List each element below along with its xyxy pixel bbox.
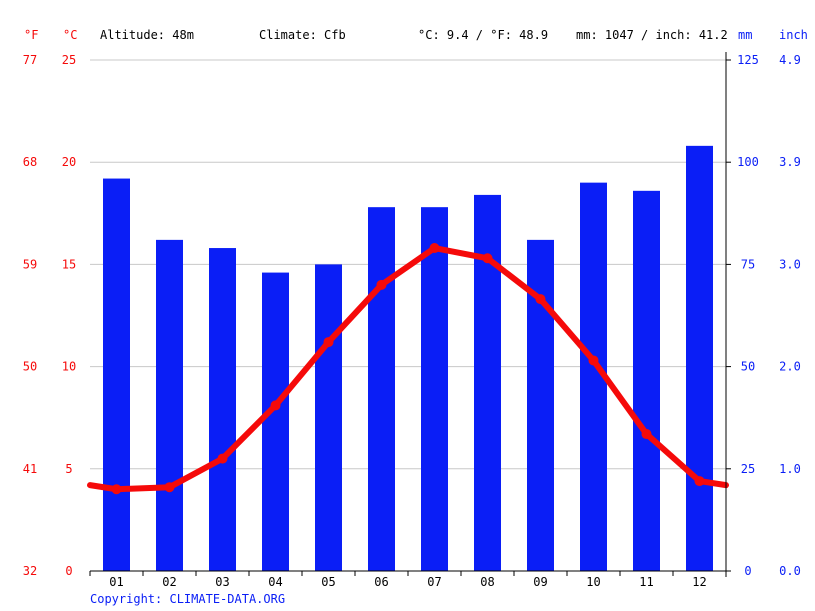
celsius-tick-label: 25 xyxy=(62,53,76,67)
inch-tick-label: 4.9 xyxy=(779,53,801,67)
precipitation-bar xyxy=(633,190,660,572)
fahrenheit-tick-label: 50 xyxy=(23,360,37,374)
x-tick-label: 07 xyxy=(427,575,441,589)
average-temperature-label: °C: 9.4 / °F: 48.9 xyxy=(418,28,549,42)
temperature-series-line xyxy=(87,245,729,493)
mm-tick-label: 125 xyxy=(737,53,759,67)
precipitation-bar xyxy=(209,248,236,571)
mm-tick-label: 100 xyxy=(737,155,759,169)
tick-labels: 01 02 03 04 05 06 07 08 09 10 11 123241505968770510… xyxy=(23,53,801,589)
climate-label: Climate: Cfb xyxy=(259,28,346,42)
x-tick-label: 04 xyxy=(268,575,282,589)
unit-celsius-label: °C xyxy=(63,28,78,42)
unit-mm-label: mm xyxy=(738,28,753,42)
x-tick-label: 08 xyxy=(480,575,494,589)
temperature-line xyxy=(87,243,729,495)
x-tick-label: 12 xyxy=(692,575,706,589)
celsius-tick-label: 0 xyxy=(65,564,72,578)
temperature-point xyxy=(641,429,652,440)
temperature-point xyxy=(323,337,334,348)
inch-tick-label: 0.0 xyxy=(779,564,801,578)
temperature-point xyxy=(164,482,175,493)
temperature-point xyxy=(694,476,705,487)
inch-tick-label: 3.0 xyxy=(779,257,801,271)
fahrenheit-tick-label: 68 xyxy=(23,155,37,169)
mm-tick-label: 50 xyxy=(741,360,755,374)
mm-tick-label: 75 xyxy=(741,257,755,271)
temperature-point xyxy=(376,279,387,290)
inch-tick-label: 2.0 xyxy=(779,360,801,374)
x-tick-label: 10 xyxy=(586,575,600,589)
fahrenheit-tick-label: 32 xyxy=(23,564,37,578)
precipitation-bar xyxy=(474,194,501,572)
precipitation-bars xyxy=(103,145,713,572)
celsius-tick-label: 20 xyxy=(62,155,76,169)
x-tick-label: 09 xyxy=(533,575,547,589)
fahrenheit-tick-label: 41 xyxy=(23,462,37,476)
inch-tick-label: 3.9 xyxy=(779,155,801,169)
precipitation-bar xyxy=(368,207,395,571)
x-tick-label: 05 xyxy=(321,575,335,589)
x-tick-label: 03 xyxy=(215,575,229,589)
mm-tick-label: 25 xyxy=(741,462,755,476)
precipitation-bar xyxy=(103,178,130,571)
temperature-point xyxy=(588,355,599,366)
celsius-tick-label: 10 xyxy=(62,360,76,374)
precipitation-bar xyxy=(421,207,448,571)
fahrenheit-tick-label: 59 xyxy=(23,257,37,271)
precipitation-bar xyxy=(262,272,289,571)
x-tick-label: 02 xyxy=(162,575,176,589)
copyright-link[interactable]: Copyright: CLIMATE-DATA.ORG xyxy=(90,592,286,606)
axes xyxy=(89,52,731,577)
precipitation-bar xyxy=(315,264,342,571)
altitude-label: Altitude: 48m xyxy=(100,28,194,42)
unit-fahrenheit-label: °F xyxy=(24,28,39,42)
mm-tick-label: 0 xyxy=(744,564,751,578)
fahrenheit-tick-label: 77 xyxy=(23,53,37,67)
celsius-tick-label: 15 xyxy=(62,257,76,271)
temperature-point xyxy=(111,484,122,495)
x-tick-label: 06 xyxy=(374,575,388,589)
temperature-point xyxy=(535,294,546,305)
precipitation-bar xyxy=(156,239,183,571)
temperature-point xyxy=(482,253,493,264)
unit-inch-label: inch xyxy=(779,28,808,42)
x-tick-label: 11 xyxy=(639,575,653,589)
x-tick-label: 01 xyxy=(109,575,123,589)
temperature-point xyxy=(429,243,440,254)
temperature-point xyxy=(217,453,228,464)
celsius-tick-label: 5 xyxy=(65,462,72,476)
precipitation-bar xyxy=(686,145,713,571)
temperature-point xyxy=(270,400,281,411)
total-precipitation-label: mm: 1047 / inch: 41.2 xyxy=(576,28,728,42)
inch-tick-label: 1.0 xyxy=(779,462,801,476)
